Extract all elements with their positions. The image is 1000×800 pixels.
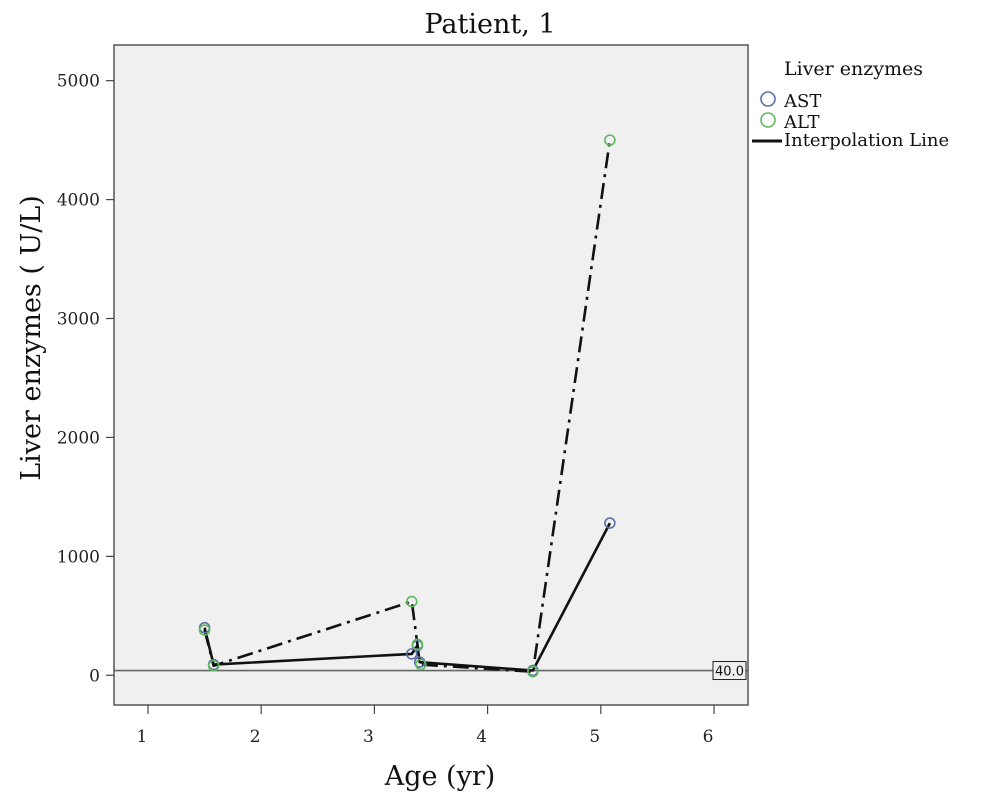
x-tick-label: 5	[589, 727, 600, 747]
x-tick-label: 1	[137, 727, 148, 747]
legend: Liver enzymes AST ALT Interpolation Line	[752, 58, 949, 151]
x-tick-label: 2	[250, 727, 261, 747]
legend-interpolation-label: Interpolation Line	[784, 130, 949, 151]
legend-alt-marker	[760, 112, 776, 128]
reference-label-box	[712, 661, 747, 681]
reference-line-group: 40.0	[114, 661, 748, 681]
alt-point	[198, 624, 211, 636]
ast-point	[405, 648, 418, 660]
legend-alt-label: ALT	[783, 112, 820, 133]
y-axis-ticks: 0 1000 2000 3000 4000 5000	[57, 72, 114, 686]
x-tick-label: 3	[363, 727, 374, 747]
alt-point	[415, 658, 427, 671]
alt-point	[604, 134, 616, 146]
reference-label: 40.0	[715, 665, 744, 680]
alt-point	[207, 659, 220, 672]
y-tick-label: 2000	[57, 428, 100, 448]
y-tick-label: 4000	[57, 191, 100, 211]
alt-point	[411, 638, 424, 651]
x-tick-label: 4	[476, 727, 487, 747]
chart-title: Patient, 1	[424, 9, 555, 40]
alt-point	[527, 665, 539, 678]
y-axis-title: Liver enzymes ( U/L)	[16, 195, 47, 481]
x-axis-title: Age (yr)	[384, 761, 496, 792]
ast-point	[604, 517, 616, 529]
legend-title: Liver enzymes	[784, 58, 923, 80]
y-tick-label: 1000	[57, 547, 100, 567]
series-lines	[203, 139, 612, 673]
legend-ast-marker	[760, 91, 776, 107]
y-tick-label: 5000	[57, 72, 100, 92]
y-tick-label: 0	[89, 666, 100, 686]
alt-point	[405, 595, 418, 608]
x-tick-label: 6	[703, 727, 714, 747]
x-axis-ticks: 1 2 3 4 5 6	[137, 705, 715, 747]
legend-ast-label: AST	[783, 91, 821, 112]
plot-area	[113, 44, 749, 706]
alt-line	[203, 139, 612, 673]
series-points	[198, 134, 616, 678]
y-tick-label: 3000	[57, 310, 100, 330]
